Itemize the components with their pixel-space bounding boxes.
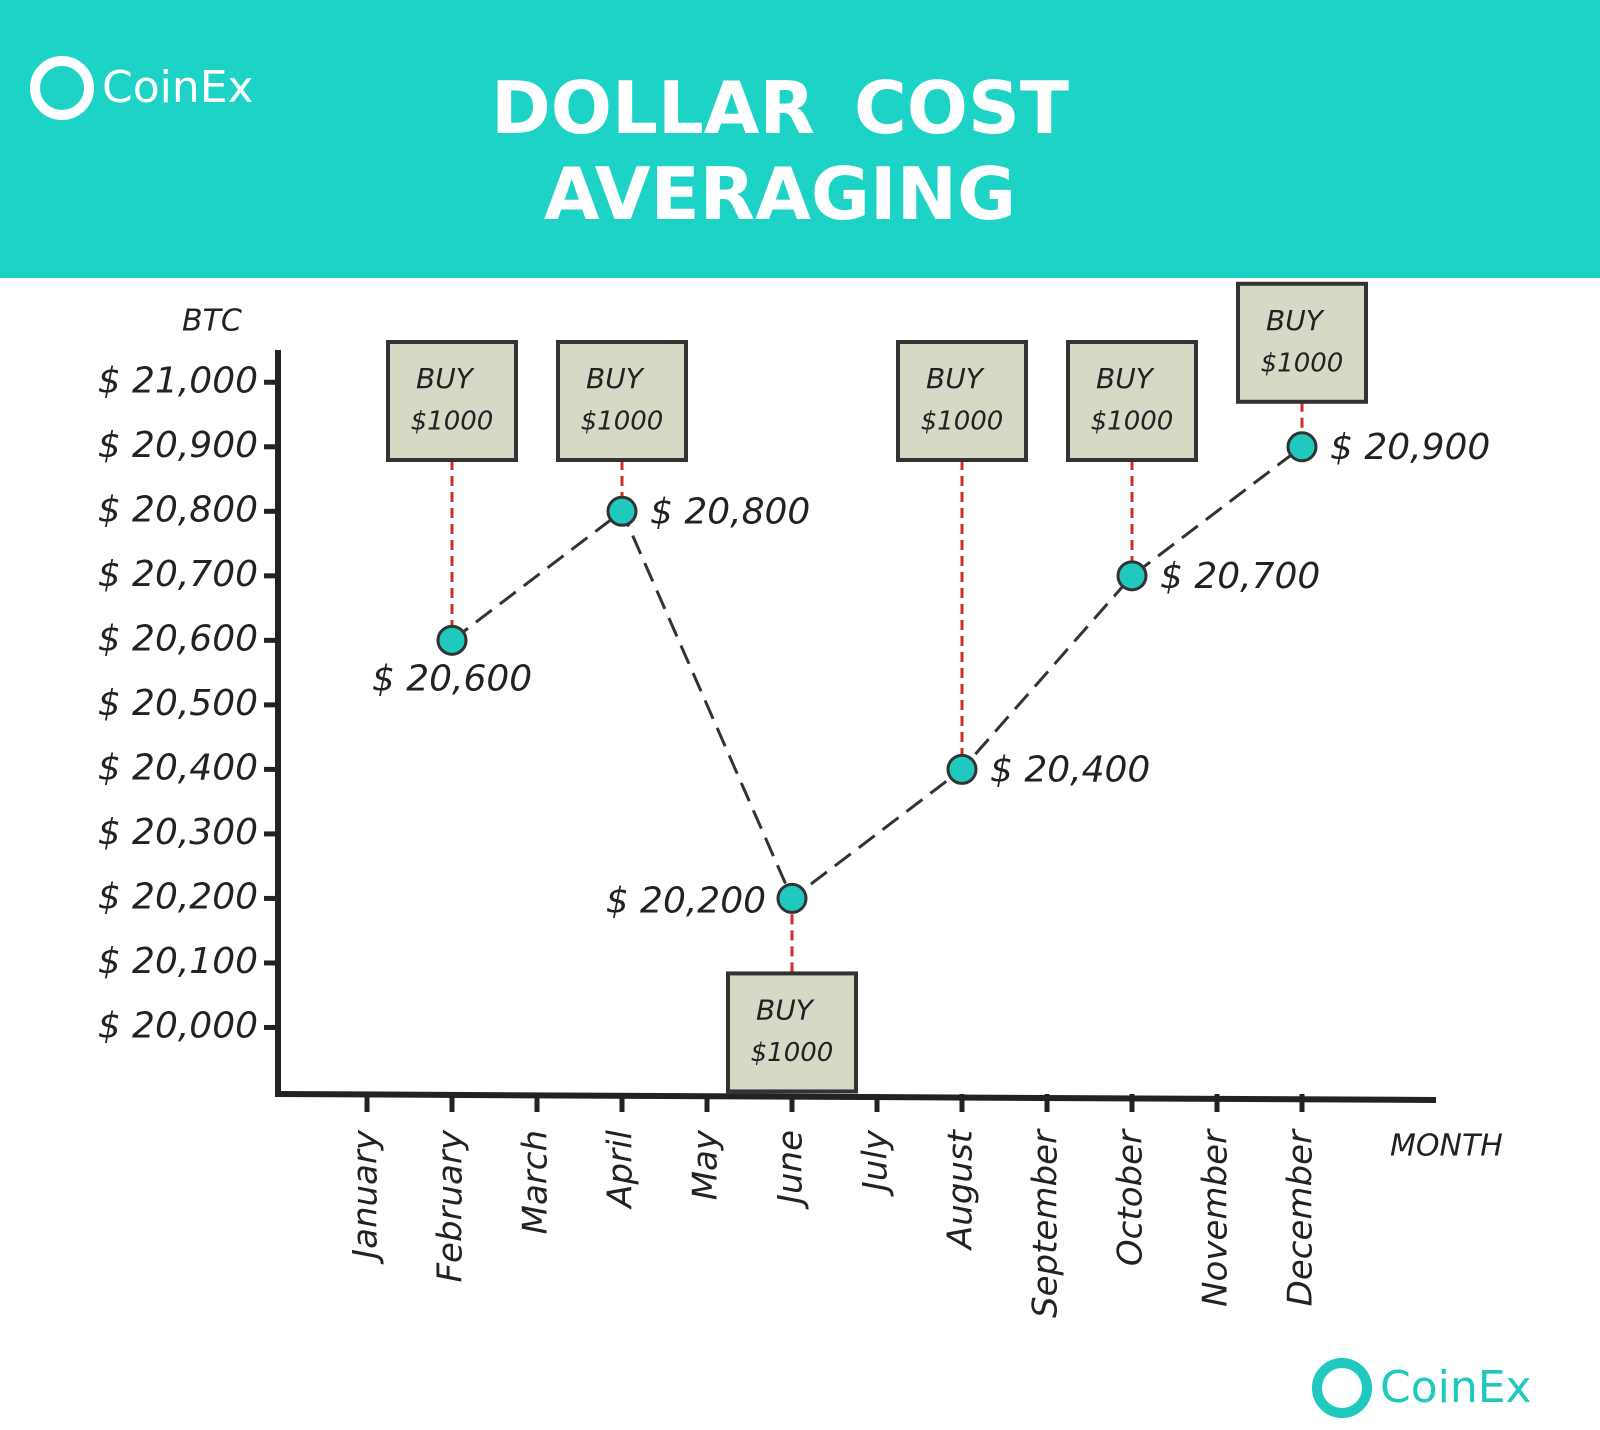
- x-tick-label: June: [771, 1130, 811, 1210]
- buy-box-rect: [556, 340, 688, 462]
- buy-box-rect: [896, 340, 1028, 462]
- value-label: $ 20,700: [1160, 556, 1320, 597]
- x-tick-label: January: [346, 1129, 386, 1265]
- x-tick-label: March: [516, 1130, 556, 1234]
- buy-title: BUY: [586, 362, 645, 395]
- buy-amount: $1000: [411, 407, 494, 437]
- buy-box-rect: [726, 971, 858, 1094]
- x-tick-label: February: [431, 1129, 471, 1282]
- buy-title: BUY: [1096, 362, 1155, 395]
- buy-box: BUY $1000: [1236, 281, 1368, 404]
- data-point: [606, 495, 638, 527]
- x-tick-label: September: [1026, 1128, 1066, 1318]
- y-tick-label: $ 20,100: [98, 941, 258, 982]
- buy-box-rect: [386, 340, 518, 462]
- y-tick-label: $ 21,000: [98, 360, 258, 401]
- value-label: $ 20,200: [606, 880, 766, 921]
- logo-bottom: CoinEx: [1312, 1358, 1532, 1418]
- y-tick-label: $ 20,500: [98, 683, 258, 724]
- x-axis-label: MONTH: [1390, 1129, 1503, 1164]
- data-point: [1116, 560, 1148, 592]
- y-tick-label: $ 20,700: [98, 554, 258, 595]
- buy-title: BUY: [926, 362, 985, 395]
- y-tick-label: $ 20,300: [98, 812, 258, 853]
- buy-amount: $1000: [1091, 407, 1174, 437]
- x-tick-label: August: [941, 1128, 981, 1251]
- y-tick-label: $ 20,600: [98, 618, 258, 659]
- buy-box: BUY $1000: [556, 340, 688, 462]
- buy-box: BUY $1000: [896, 340, 1028, 462]
- brand: CoinEx: [1380, 1362, 1532, 1413]
- buy-box: BUY $1000: [1066, 340, 1198, 462]
- data-point: [776, 882, 808, 914]
- x-axis: [274, 1091, 1437, 1103]
- brand: CoinEx: [102, 62, 254, 113]
- buy-box-rect: [1236, 281, 1368, 404]
- buy-box: BUY $1000: [386, 340, 518, 462]
- y-tick-label: $ 20,200: [98, 876, 258, 917]
- x-tick-label: November: [1196, 1128, 1236, 1307]
- x-tick-label: July: [856, 1129, 896, 1197]
- y-tick-label: $ 20,800: [98, 489, 258, 530]
- buy-box: BUY $1000: [726, 971, 858, 1094]
- value-label: $ 20,400: [990, 749, 1150, 790]
- data-point: [946, 753, 978, 785]
- header: [0, 0, 1600, 278]
- chart-title: DOLLAR COST AVERAGING: [491, 66, 1069, 236]
- title-box: DOLLAR COST AVERAGING: [491, 66, 1069, 236]
- y-axis-label: BTC: [182, 304, 242, 339]
- buy-box-rect: [1066, 340, 1198, 462]
- y-tick-label: $ 20,400: [98, 747, 258, 788]
- buy-title: BUY: [756, 993, 815, 1026]
- y-tick-label: $ 20,000: [98, 1005, 258, 1046]
- value-label: $ 20,900: [1330, 427, 1490, 468]
- data-line: [451, 445, 1303, 901]
- logo-icon: [30, 56, 94, 120]
- buy-amount: $1000: [1261, 348, 1344, 378]
- buy-amount: $1000: [581, 407, 664, 437]
- buy-title: BUY: [416, 362, 475, 395]
- value-label: $ 20,600: [372, 658, 532, 699]
- logo-icon: [1312, 1358, 1372, 1418]
- y-tick-label: $ 20,900: [98, 425, 258, 466]
- x-tick-label: December: [1281, 1128, 1321, 1306]
- x-tick-label: May: [686, 1129, 726, 1200]
- x-tick-label: October: [1111, 1128, 1151, 1266]
- buy-title: BUY: [1266, 304, 1325, 337]
- logo-top: CoinEx: [30, 56, 254, 120]
- buy-amount: $1000: [921, 407, 1004, 437]
- x-tick-label: April: [601, 1129, 641, 1209]
- data-point: [1286, 431, 1318, 463]
- data-point: [436, 624, 468, 656]
- buy-amount: $1000: [751, 1038, 834, 1068]
- value-label: $ 20,800: [650, 491, 810, 532]
